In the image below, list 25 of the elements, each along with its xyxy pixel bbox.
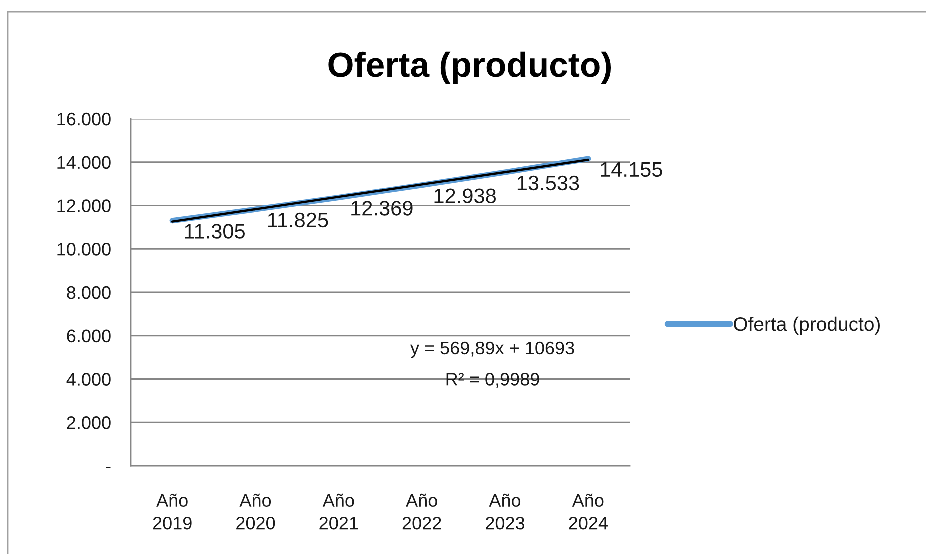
legend-label: Oferta (producto)	[734, 316, 880, 336]
annotation: y = 569,89x + 10693	[410, 342, 574, 358]
x-tick-label: Año 2022	[402, 494, 442, 530]
y-tick-label: -	[106, 467, 111, 468]
y-tick-label: 4.000	[66, 373, 111, 386]
y-tick-label: 8.000	[67, 286, 111, 300]
x-tick-label: Año 2021	[320, 494, 358, 530]
data-label: 13.533	[518, 176, 580, 191]
y-tick-label: 16.000	[58, 112, 111, 126]
y-tick-label: 2.000	[67, 416, 111, 430]
y-tick-label: 10.000	[58, 243, 111, 256]
chart-title: Oferta (producto)	[328, 52, 612, 84]
y-tick-label: 6.000	[67, 330, 111, 343]
data-label: 14.155	[601, 162, 662, 178]
y-tick-label: 12.000	[58, 200, 111, 212]
x-tick-label: Año 2023	[486, 494, 525, 530]
data-label: 11.825	[268, 212, 328, 228]
x-tick-label: Año 2024	[569, 494, 608, 530]
data-label: 12.938	[434, 188, 496, 204]
annotation: R² = 0,9989	[446, 373, 540, 388]
data-label: 12.369	[352, 201, 413, 216]
data-label: 11.305	[185, 224, 246, 239]
x-tick-label: Año 2020	[236, 494, 276, 530]
y-tick-label: 14.000	[58, 156, 111, 170]
x-tick-label: Año 2019	[153, 494, 192, 530]
